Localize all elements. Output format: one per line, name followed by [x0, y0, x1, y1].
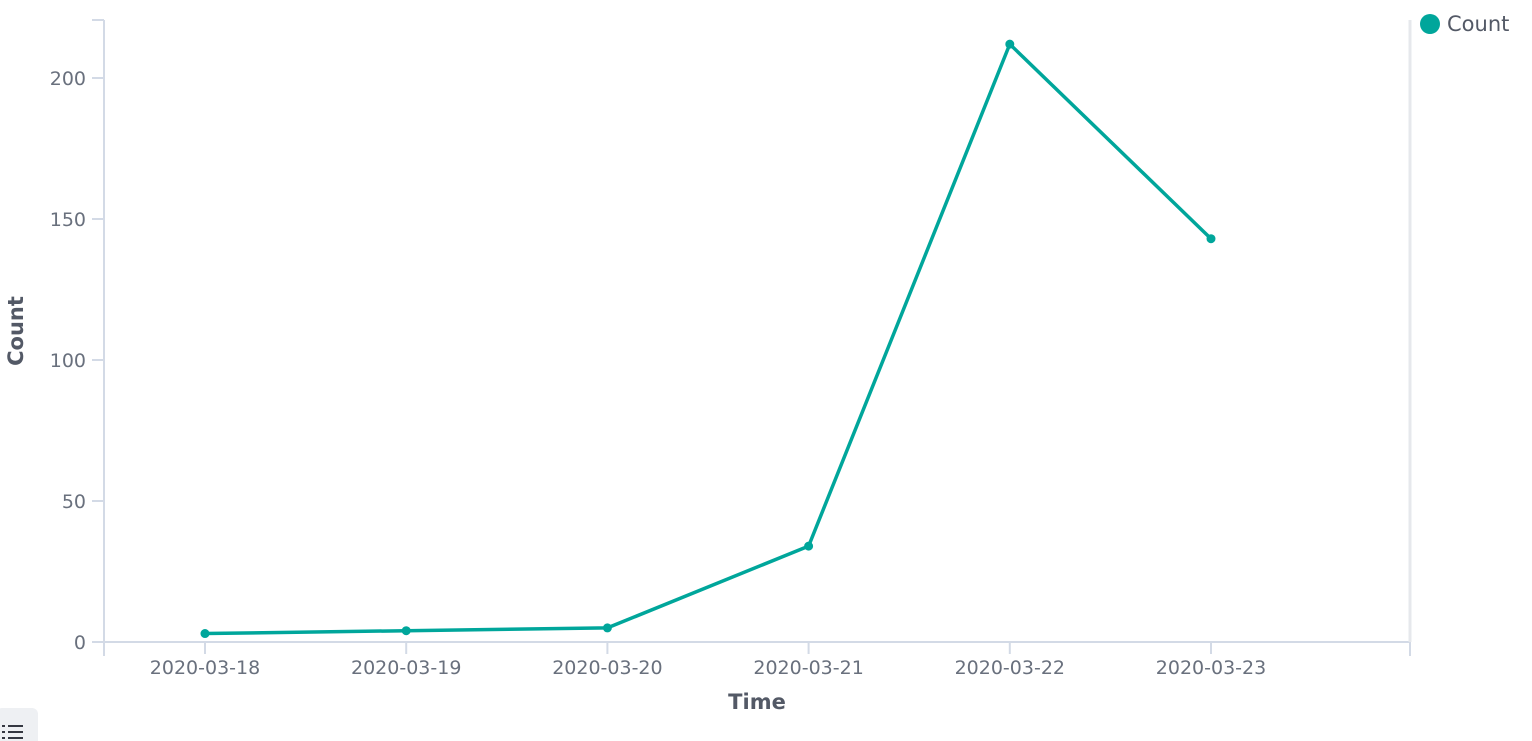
x-axis-ticks: 2020-03-18 2020-03-19 2020-03-20 2020-03-21…	[150, 642, 1266, 679]
x-tick-label: 2020-03-19	[351, 657, 461, 679]
legend-item-count[interactable]: Count	[1420, 12, 1509, 36]
list-icon	[2, 725, 23, 739]
series-layer	[200, 39, 1216, 639]
data-point[interactable]	[1005, 39, 1015, 49]
legend-label: Count	[1447, 12, 1510, 36]
y-tick-label: 150	[50, 209, 86, 231]
y-tick-label: 0	[74, 632, 86, 654]
x-tick-label: 2020-03-22	[955, 657, 1065, 679]
x-tick-label: 2020-03-21	[753, 657, 863, 679]
data-point[interactable]	[804, 541, 814, 551]
x-tick-label: 2020-03-18	[150, 657, 260, 679]
y-tick-label: 100	[50, 350, 86, 372]
x-tick-label: 2020-03-20	[552, 657, 662, 679]
y-axis-title: Count	[4, 296, 28, 366]
data-point[interactable]	[401, 626, 411, 636]
data-point[interactable]	[1206, 234, 1216, 244]
legend-toggle-button[interactable]	[0, 708, 38, 741]
legend-swatch	[1420, 14, 1440, 34]
y-tick-label: 50	[62, 491, 86, 513]
x-tick-label: 2020-03-23	[1156, 657, 1266, 679]
data-point[interactable]	[200, 629, 210, 639]
x-axis-title: Time	[728, 690, 786, 714]
y-tick-label: 200	[50, 68, 86, 90]
series-line-count	[204, 42, 1213, 636]
y-axis-ticks: 0 50 100 150 200	[50, 68, 104, 654]
data-point[interactable]	[602, 623, 612, 633]
